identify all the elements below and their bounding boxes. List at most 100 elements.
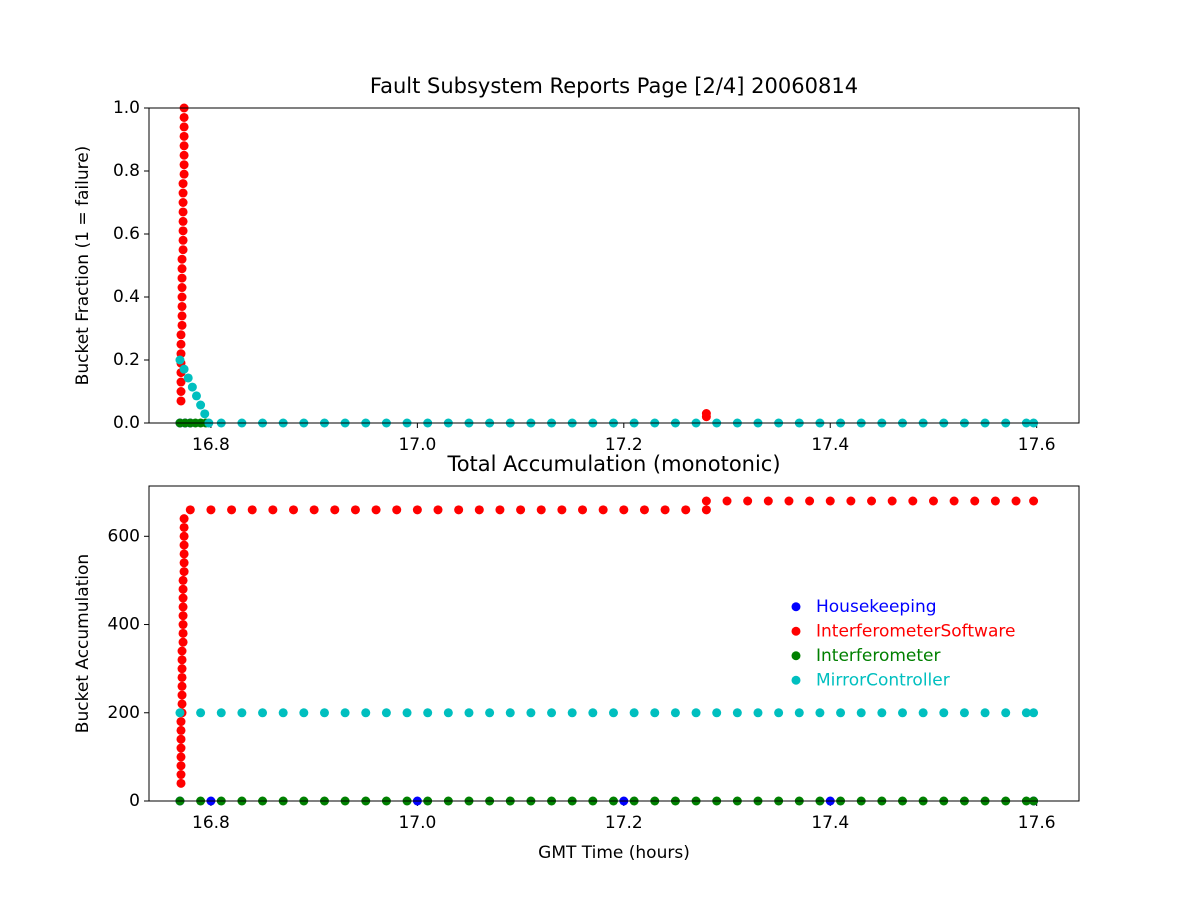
plot-frame [148, 107, 1080, 424]
y-axis-label: Bucket Fraction (1 = failure) [73, 146, 93, 386]
y-tick-label: 0.0 [113, 413, 140, 433]
data-point [268, 505, 278, 515]
data-point [722, 496, 732, 506]
data-point [299, 708, 309, 718]
data-point [867, 496, 877, 506]
legend-label: Housekeeping [816, 597, 937, 617]
data-point [392, 505, 402, 515]
y-tick-label: 1.0 [113, 98, 140, 118]
data-point [177, 254, 187, 264]
data-point [1021, 708, 1031, 718]
data-point [177, 672, 187, 682]
data-point [557, 505, 567, 515]
y-tick-label: 0.6 [113, 224, 140, 244]
x-tick-label: 17.6 [1018, 435, 1056, 455]
data-point [361, 708, 371, 718]
data-point [639, 505, 649, 515]
data-point [176, 377, 186, 387]
x-tick-label: 17.2 [605, 435, 643, 455]
chart-title: Total Accumulation (monotonic) [446, 452, 780, 476]
data-point [856, 708, 866, 718]
data-point [743, 496, 753, 506]
data-point [179, 540, 189, 550]
data-point [177, 264, 187, 274]
data-point [732, 708, 742, 718]
data-point [258, 708, 268, 718]
data-point [423, 708, 433, 718]
y-axis-label: Bucket Accumulation [73, 554, 93, 733]
data-point [179, 558, 189, 568]
data-point [178, 198, 188, 207]
data-point [774, 708, 784, 718]
data-point [939, 708, 949, 718]
data-point [178, 216, 188, 226]
legend-marker [791, 602, 801, 612]
data-point [763, 496, 773, 506]
data-point [794, 708, 804, 718]
legend-marker [791, 626, 801, 636]
data-point [177, 311, 187, 321]
x-tick-label: 17.0 [398, 813, 436, 833]
data-point [178, 235, 188, 245]
data-point [928, 496, 938, 506]
data-point [237, 708, 247, 718]
data-point [179, 531, 189, 541]
data-point [1029, 496, 1039, 506]
data-point [176, 396, 186, 406]
data-point [309, 505, 319, 515]
y-tick-label: 0.2 [113, 350, 140, 370]
data-point [980, 708, 990, 718]
data-point [176, 770, 186, 780]
data-point [176, 387, 186, 396]
data-point [176, 725, 186, 735]
y-tick-label: 400 [108, 615, 140, 635]
data-point [176, 734, 186, 744]
x-tick-label: 17.2 [605, 813, 643, 833]
data-point [196, 400, 206, 410]
data-point [805, 496, 815, 506]
data-point [178, 593, 188, 603]
data-point [187, 382, 197, 392]
data-point [1029, 708, 1039, 718]
data-point [177, 273, 187, 283]
data-point [179, 131, 189, 141]
data-point [179, 514, 189, 524]
data-point [330, 505, 340, 515]
data-point [412, 505, 422, 515]
data-point [578, 505, 588, 515]
data-point [402, 708, 412, 718]
y-tick-label: 200 [108, 703, 140, 723]
data-point [177, 646, 187, 656]
data-point [278, 708, 288, 718]
data-point [178, 584, 188, 594]
data-point [949, 496, 959, 506]
data-point [908, 496, 918, 506]
data-point [1011, 496, 1021, 506]
data-point [815, 708, 825, 718]
data-point [175, 355, 185, 365]
data-point [619, 505, 629, 515]
data-point [350, 505, 360, 515]
data-point [990, 496, 1000, 506]
data-point [846, 496, 856, 506]
data-point [196, 708, 206, 718]
data-point [247, 505, 257, 515]
data-point [177, 283, 187, 293]
data-point [660, 505, 670, 515]
data-point [177, 320, 187, 330]
data-point [177, 292, 187, 302]
data-point [178, 637, 188, 647]
plot-frame [148, 485, 1080, 802]
data-point [178, 628, 188, 638]
y-tick-label: 600 [108, 526, 140, 546]
x-tick-label: 17.6 [1018, 813, 1056, 833]
data-point [691, 708, 701, 718]
x-axis-label: GMT Time (hours) [538, 843, 690, 863]
data-point [178, 602, 188, 612]
data-point [598, 505, 608, 515]
data-point [588, 708, 598, 718]
data-point [918, 708, 928, 718]
data-point [712, 708, 722, 718]
